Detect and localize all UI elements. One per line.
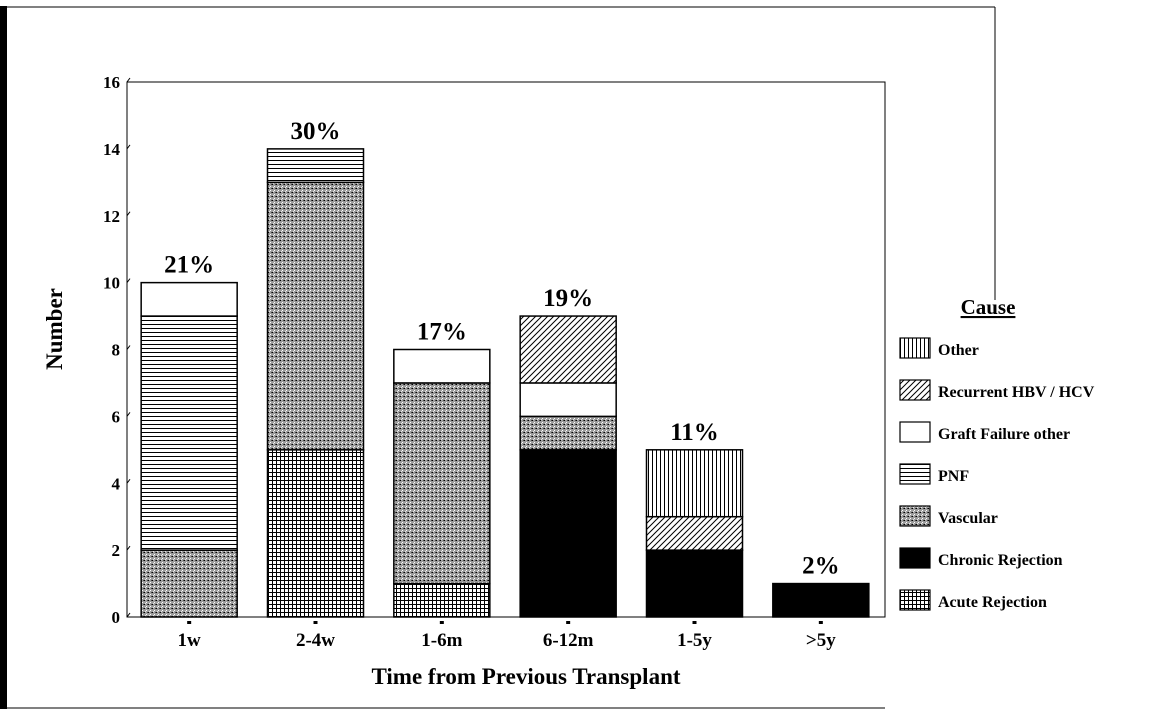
x-tick-label: 1-5y (677, 630, 712, 651)
bar-segment-pnf (266, 148, 365, 184)
legend-swatch-recurrent-hbv-hcv (899, 379, 931, 401)
bar-segment-pnf (140, 315, 238, 551)
y-tick-mark (126, 278, 131, 283)
y-tick-label: 12 (103, 207, 120, 226)
x-axis-title: Time from Previous Transplant (371, 664, 680, 689)
y-tick-mark (126, 545, 131, 551)
y-tick-label: 14 (103, 140, 121, 159)
page-left-bar (0, 6, 7, 709)
bar-percent-label: 11% (670, 419, 719, 446)
legend-swatch-other (899, 337, 931, 359)
y-axis: 0 2 4 6 8 10 12 14 16 (103, 73, 131, 627)
x-tick-mark (313, 621, 318, 624)
legend-label-acute-rejection: Acute Rejection (938, 594, 1047, 611)
x-tick-mark (692, 621, 697, 624)
x-tick-mark (566, 621, 571, 624)
y-tick-label: 4 (112, 474, 121, 493)
y-tick-mark (126, 144, 131, 150)
bar-segment-chronic-rejection (519, 449, 617, 618)
y-tick-label: 0 (112, 608, 121, 627)
legend-label-recurrent-hbv-hcv: Recurrent HBV / HCV (938, 384, 1095, 401)
y-tick-label: 10 (103, 274, 120, 293)
y-tick-mark (126, 412, 131, 417)
bar-segment-graft-failure-other (393, 348, 491, 384)
bar-segment-vascular (519, 415, 617, 451)
legend: Cause Other Recurrent HBV / HCV Graft Fail… (899, 295, 1095, 611)
x-axis: 1w 2-4w 1-6m 6-12m 1-5y >5y (178, 621, 836, 651)
bar-segment-recurrent-hbv-hcv (645, 515, 744, 551)
bar-percent-label: 21% (164, 252, 214, 279)
legend-label-pnf: PNF (938, 468, 969, 485)
bar-segment-acute-rejection (393, 582, 491, 618)
y-tick-label: 16 (103, 73, 120, 92)
x-tick-label: 2-4w (296, 630, 335, 651)
plot-area (126, 81, 886, 618)
y-tick-mark (126, 211, 131, 217)
bar-percent-label: 2% (802, 553, 840, 580)
bar-segment-graft-failure-other (519, 382, 617, 418)
bar-segment-chronic-rejection (645, 549, 744, 618)
legend-swatch-pnf (899, 463, 931, 485)
y-tick-mark (126, 478, 131, 484)
x-tick-mark (439, 621, 444, 624)
legend-swatch-chronic-rejection (899, 547, 931, 569)
legend-label-chronic-rejection: Chronic Rejection (938, 552, 1063, 569)
legend-title: Cause (961, 295, 1016, 319)
legend-label-vascular: Vascular (938, 510, 998, 527)
bar-percent-labels: 21% 30% 17% 19% 11% 2% (164, 118, 839, 580)
x-tick-label: >5y (806, 630, 836, 651)
x-tick-label: 6-12m (543, 630, 594, 651)
y-tick-mark (126, 612, 131, 618)
bar-segment-other (645, 449, 744, 518)
bar-segment-vascular (393, 382, 491, 585)
y-tick-mark (126, 77, 131, 83)
bar-segment-acute-rejection (266, 449, 365, 618)
legend-label-other: Other (938, 342, 979, 359)
legend-swatch-acute-rejection (899, 589, 931, 611)
bar-segment-chronic-rejection (772, 582, 870, 618)
bar-percent-label: 19% (543, 285, 593, 312)
y-axis-title: Number (42, 288, 67, 370)
bar-segment-graft-failure-other (140, 281, 238, 317)
x-tick-mark (187, 621, 192, 624)
y-tick-label: 2 (112, 541, 121, 560)
bar-segment-vascular (266, 181, 365, 451)
legend-swatch-graft-failure-other (899, 421, 931, 443)
bars (140, 148, 870, 618)
legend-label-graft-failure-other: Graft Failure other (938, 426, 1070, 443)
x-tick-label: 1-6m (421, 630, 462, 651)
bar-percent-label: 30% (291, 118, 341, 145)
bar-segment-recurrent-hbv-hcv (519, 315, 617, 384)
y-tick-mark (126, 345, 131, 350)
x-tick-label: 1w (178, 630, 202, 651)
y-tick-label: 6 (112, 407, 121, 426)
legend-swatch-vascular (899, 505, 931, 527)
x-tick-mark (818, 621, 823, 624)
bar-segment-vascular (140, 549, 238, 618)
y-tick-label: 8 (112, 341, 121, 360)
bar-percent-label: 17% (417, 319, 467, 346)
